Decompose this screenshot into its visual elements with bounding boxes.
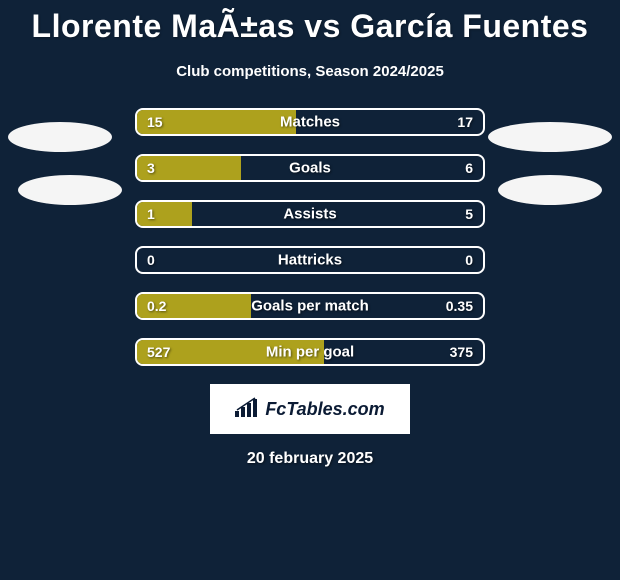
subtitle: Club competitions, Season 2024/2025: [0, 63, 620, 80]
stat-value-left: 0: [147, 252, 155, 268]
bar-chart-icon: [235, 397, 259, 422]
date-label: 20 february 2025: [0, 450, 620, 468]
stat-label: Assists: [283, 206, 336, 223]
stat-row: 1 Assists 5: [135, 200, 485, 228]
page-title: Llorente MaÃ±as vs García Fuentes: [0, 0, 620, 45]
stat-row: 15 Matches 17: [135, 108, 485, 136]
stat-row: 527 Min per goal 375: [135, 338, 485, 366]
avatar-right-1: [488, 122, 612, 152]
comparison-card: Llorente MaÃ±as vs García Fuentes Club c…: [0, 0, 620, 580]
stat-label: Hattricks: [278, 252, 342, 269]
stat-row: 3 Goals 6: [135, 154, 485, 182]
stat-value-right: 0: [465, 252, 473, 268]
stat-value-right: 17: [457, 114, 473, 130]
stat-row: 0.2 Goals per match 0.35: [135, 292, 485, 320]
avatar-left-1: [8, 122, 112, 152]
stat-row: 0 Hattricks 0: [135, 246, 485, 274]
stat-value-left: 3: [147, 160, 155, 176]
avatar-left-2: [18, 175, 122, 205]
stat-value-right: 375: [450, 344, 473, 360]
stat-value-left: 1: [147, 206, 155, 222]
stat-label: Matches: [280, 114, 340, 131]
stat-value-right: 5: [465, 206, 473, 222]
stat-value-left: 15: [147, 114, 163, 130]
stat-value-right: 0.35: [446, 298, 473, 314]
stat-label: Goals: [289, 160, 331, 177]
stat-bar-left: [137, 202, 192, 226]
avatar-right-2: [498, 175, 602, 205]
logo-text: FcTables.com: [265, 399, 384, 420]
stats-area: 15 Matches 17 3 Goals 6 1 Assists 5 0 Hattricks 0 0.…: [135, 108, 485, 366]
logo-box: FcTables.com: [210, 384, 410, 434]
stat-value-right: 6: [465, 160, 473, 176]
stat-value-left: 0.2: [147, 298, 166, 314]
stat-label: Goals per match: [251, 298, 369, 315]
stat-label: Min per goal: [266, 344, 354, 361]
stat-value-left: 527: [147, 344, 170, 360]
